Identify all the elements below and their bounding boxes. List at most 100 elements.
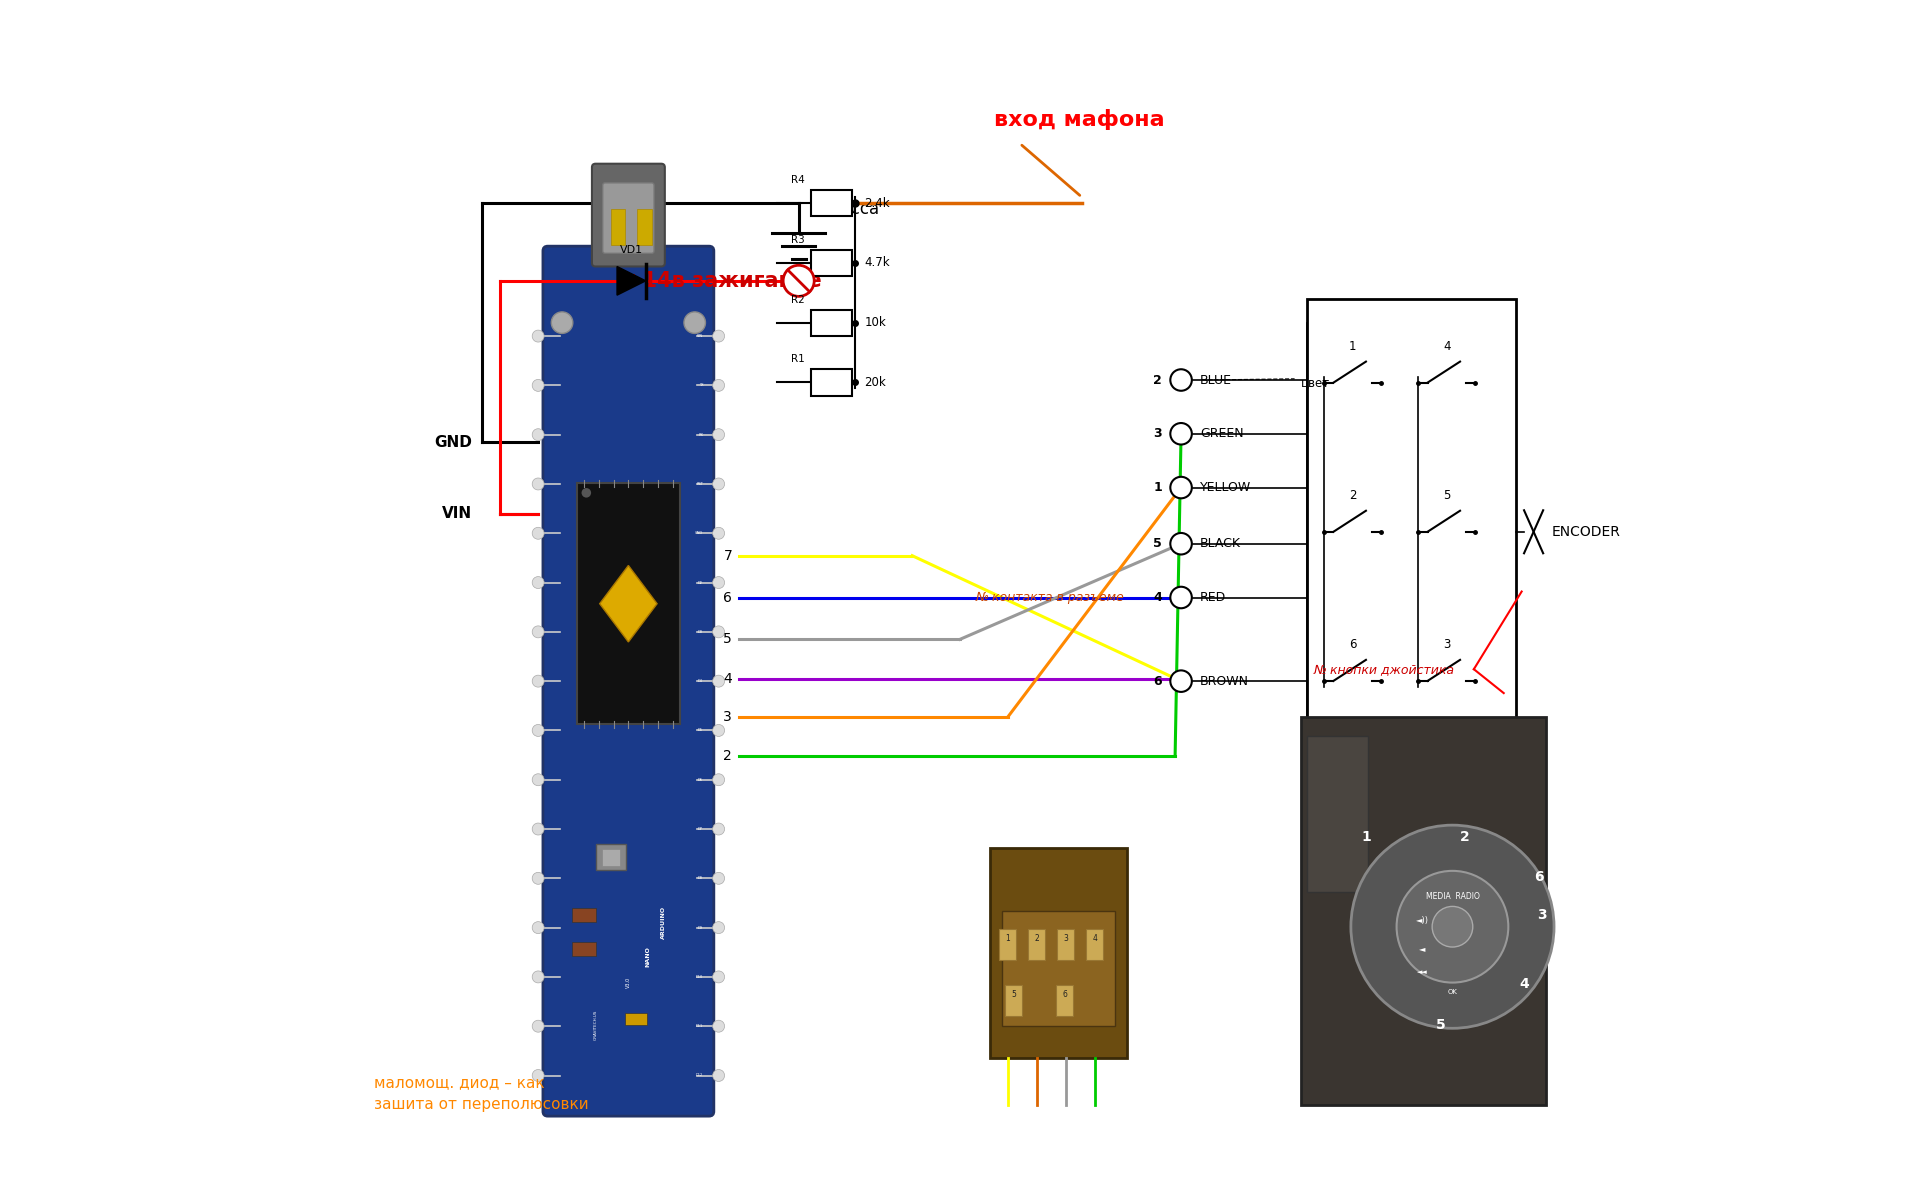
Text: 7: 7: [724, 549, 732, 563]
Text: 4: 4: [1519, 978, 1528, 991]
Text: VD1: VD1: [620, 245, 643, 255]
Text: масса: масса: [829, 200, 879, 219]
Bar: [626, 1013, 647, 1025]
Circle shape: [1171, 423, 1192, 445]
Circle shape: [532, 577, 543, 589]
Text: 10k: 10k: [864, 317, 887, 329]
Text: GRAVITECH.US: GRAVITECH.US: [593, 1010, 599, 1041]
Circle shape: [532, 872, 543, 884]
Text: BLACK: BLACK: [1200, 538, 1240, 550]
Text: D3: D3: [699, 630, 703, 633]
Text: 6: 6: [724, 590, 732, 605]
Circle shape: [712, 1070, 724, 1081]
Circle shape: [1396, 871, 1509, 982]
Text: 2: 2: [724, 749, 732, 764]
Circle shape: [1171, 369, 1192, 391]
Bar: [1000, 929, 1016, 960]
Bar: [1006, 985, 1021, 1016]
Bar: [991, 848, 1127, 1058]
Text: RST: RST: [697, 482, 703, 486]
Text: RED: RED: [1200, 592, 1227, 603]
Text: 4.7k: 4.7k: [864, 257, 891, 269]
Circle shape: [532, 330, 543, 342]
Polygon shape: [599, 565, 657, 642]
Text: 2: 2: [1154, 374, 1162, 386]
Text: 1: 1: [1006, 933, 1010, 943]
FancyBboxPatch shape: [543, 246, 714, 1116]
Text: № контакта в разъеме: № контакта в разъеме: [975, 592, 1123, 603]
Text: R4: R4: [791, 176, 804, 185]
Text: YELLOW: YELLOW: [1200, 482, 1252, 494]
Circle shape: [532, 429, 543, 441]
Bar: [810, 250, 852, 276]
Text: 2: 2: [1350, 489, 1356, 502]
Bar: [611, 209, 626, 245]
Text: D6: D6: [699, 778, 703, 782]
Bar: [1058, 929, 1073, 960]
Bar: [1306, 736, 1367, 891]
Text: 1: 1: [1154, 482, 1162, 494]
Circle shape: [1352, 825, 1553, 1028]
Bar: [576, 483, 680, 724]
Text: V3.0: V3.0: [626, 976, 632, 988]
Circle shape: [1171, 477, 1192, 498]
Text: D7: D7: [699, 827, 703, 831]
Circle shape: [712, 626, 724, 638]
Text: ◄◄: ◄◄: [1417, 969, 1428, 975]
Circle shape: [712, 675, 724, 687]
Circle shape: [551, 312, 572, 333]
Text: D9: D9: [699, 926, 703, 930]
Text: маломощ. диод – как
зашита от переполюсовки: маломощ. диод – как зашита от переполюсо…: [374, 1074, 589, 1113]
Circle shape: [582, 488, 591, 497]
Text: D5: D5: [699, 729, 703, 733]
Text: GREEN: GREEN: [1200, 428, 1244, 440]
Circle shape: [712, 527, 724, 539]
Text: 2: 2: [1035, 933, 1039, 943]
Polygon shape: [616, 266, 645, 295]
Bar: [1029, 929, 1044, 960]
Circle shape: [532, 1021, 543, 1032]
Text: 5: 5: [724, 632, 732, 646]
Text: D4: D4: [699, 679, 703, 684]
Text: 5: 5: [1444, 489, 1450, 502]
Circle shape: [712, 429, 724, 441]
Text: 5: 5: [1012, 991, 1016, 999]
Text: 4: 4: [1154, 592, 1162, 603]
Text: D12: D12: [695, 1073, 703, 1078]
FancyBboxPatch shape: [591, 164, 664, 266]
Text: 1: 1: [1350, 339, 1356, 353]
Text: VIN: VIN: [697, 335, 703, 338]
Text: 4: 4: [1444, 339, 1450, 353]
Circle shape: [532, 626, 543, 638]
Text: MEDIA  RADIO: MEDIA RADIO: [1425, 893, 1480, 901]
Text: 5: 5: [1154, 538, 1162, 550]
Bar: [603, 848, 620, 865]
Text: TX: TX: [699, 384, 703, 387]
Circle shape: [712, 577, 724, 589]
Text: 2: 2: [1459, 831, 1469, 844]
FancyBboxPatch shape: [603, 183, 655, 253]
Text: 3: 3: [1538, 908, 1548, 921]
Circle shape: [712, 872, 724, 884]
Circle shape: [1432, 906, 1473, 946]
Text: № кнопки джойстика: № кнопки джойстика: [1313, 663, 1455, 675]
Text: GND: GND: [434, 435, 472, 449]
Text: GND: GND: [695, 532, 703, 535]
Text: D8: D8: [699, 876, 703, 881]
Circle shape: [532, 478, 543, 490]
Text: 6: 6: [1062, 991, 1068, 999]
Bar: [572, 942, 595, 956]
Circle shape: [684, 312, 705, 333]
Text: VIN: VIN: [442, 507, 472, 521]
Text: +14в зажигание: +14в зажигание: [626, 271, 822, 290]
Bar: [810, 310, 852, 336]
Circle shape: [532, 970, 543, 982]
Text: ENCODER: ENCODER: [1551, 525, 1620, 539]
Text: BROWN: BROWN: [1200, 675, 1250, 687]
Bar: [595, 844, 626, 870]
Bar: [1300, 717, 1546, 1105]
Text: 3: 3: [1154, 428, 1162, 440]
Text: цвет: цвет: [1300, 376, 1331, 388]
Text: 3: 3: [724, 710, 732, 724]
Circle shape: [532, 823, 543, 835]
